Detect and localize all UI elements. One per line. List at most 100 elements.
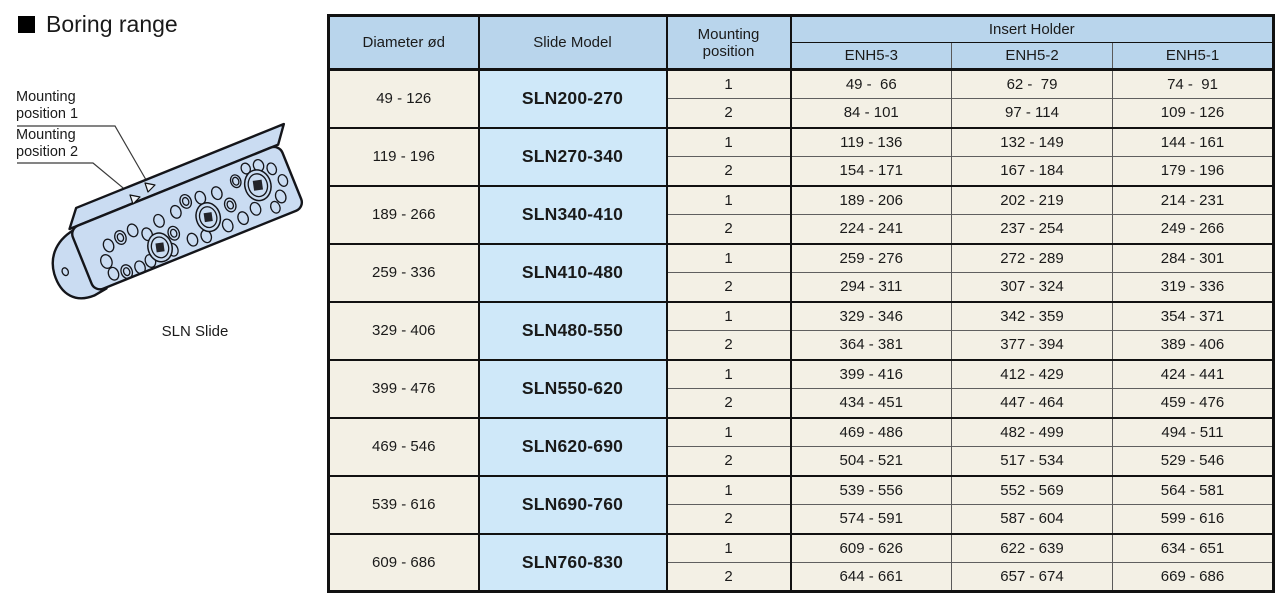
col-header-enh5-3: ENH5-3 bbox=[790, 42, 952, 71]
mounting-position-cell: 1 bbox=[666, 474, 792, 505]
range-cell-enh5-3: 224 - 241 bbox=[790, 214, 952, 244]
table-row: 189 - 266 SLN340-410 1 189 - 206 202 - 219 21… bbox=[328, 184, 1274, 244]
range-cell-enh5-1: 529 - 546 bbox=[1112, 446, 1274, 476]
range-cell-enh5-1: 634 - 651 bbox=[1112, 532, 1274, 563]
diameter-cell: 119 - 196 bbox=[328, 126, 480, 186]
col-header-enh5-1: ENH5-1 bbox=[1112, 42, 1274, 71]
mounting-position-cell: 1 bbox=[666, 532, 792, 563]
col-header-enh5-2: ENH5-2 bbox=[951, 42, 1113, 71]
range-cell-enh5-3: 329 - 346 bbox=[790, 300, 952, 331]
table-row: 119 - 196 SLN270-340 1 119 - 136 132 - 149 14… bbox=[328, 126, 1274, 186]
table-row: 2 84 - 101 97 - 114 109 - 126 bbox=[329, 98, 1274, 128]
range-cell-enh5-3: 49 - 66 bbox=[790, 69, 952, 99]
diameter-cell: 329 - 406 bbox=[328, 300, 480, 360]
mounting-position-cell: 2 bbox=[666, 562, 792, 592]
table-row: 49 - 126 SLN200-270 1 49 - 66 62 - 79 74 - 91 bbox=[328, 69, 1274, 128]
page-title-text: Boring range bbox=[46, 11, 178, 37]
mounting-position-cell: 1 bbox=[666, 242, 792, 273]
table-row: 2 644 - 661 657 - 674 669 - 686 bbox=[329, 562, 1274, 592]
table-row: 2 224 - 241 237 - 254 249 - 266 bbox=[329, 214, 1274, 244]
range-cell-enh5-2: 657 - 674 bbox=[951, 562, 1113, 592]
mounting-position-cell: 1 bbox=[666, 69, 792, 99]
page-title: Boring range bbox=[18, 11, 178, 38]
mounting-position-2-marker bbox=[129, 194, 141, 205]
range-cell-enh5-2: 132 - 149 bbox=[951, 126, 1113, 157]
slide-model-cell: SLN410-480 bbox=[478, 242, 668, 302]
mounting-position-cell: 2 bbox=[666, 446, 792, 476]
table-row: 469 - 546 SLN620-690 1 469 - 486 482 - 499 49… bbox=[328, 416, 1274, 476]
range-cell-enh5-3: 364 - 381 bbox=[790, 330, 952, 360]
table-row: 2 154 - 171 167 - 184 179 - 196 bbox=[329, 156, 1274, 186]
mounting-position-1-label: Mounting position 1 bbox=[16, 89, 79, 122]
range-cell-enh5-3: 469 - 486 bbox=[790, 416, 952, 447]
range-cell-enh5-1: 74 - 91 bbox=[1112, 69, 1274, 99]
range-cell-enh5-3: 609 - 626 bbox=[790, 532, 952, 563]
range-cell-enh5-2: 342 - 359 bbox=[951, 300, 1113, 331]
mounting-position-cell: 2 bbox=[666, 214, 792, 244]
range-cell-enh5-2: 202 - 219 bbox=[951, 184, 1113, 215]
range-cell-enh5-2: 272 - 289 bbox=[951, 242, 1113, 273]
range-cell-enh5-3: 504 - 521 bbox=[790, 446, 952, 476]
boring-range-table-wrap: Diameter ød Slide Model Mounting positio… bbox=[327, 14, 1275, 593]
slide-model-cell: SLN550-620 bbox=[478, 358, 668, 418]
table-row: 259 - 336 SLN410-480 1 259 - 276 272 - 289 28… bbox=[328, 242, 1274, 302]
table-row: 2 434 - 451 447 - 464 459 - 476 bbox=[329, 388, 1274, 418]
mounting-position-cell: 2 bbox=[666, 272, 792, 302]
range-cell-enh5-2: 552 - 569 bbox=[951, 474, 1113, 505]
range-cell-enh5-1: 459 - 476 bbox=[1112, 388, 1274, 418]
range-cell-enh5-2: 167 - 184 bbox=[951, 156, 1113, 186]
range-cell-enh5-2: 97 - 114 bbox=[951, 98, 1113, 128]
range-cell-enh5-1: 669 - 686 bbox=[1112, 562, 1274, 592]
mounting-position-cell: 1 bbox=[666, 358, 792, 389]
sln-slide-illustration bbox=[17, 122, 304, 300]
col-header-slide-model: Slide Model bbox=[478, 15, 668, 71]
section-marker-square bbox=[18, 16, 35, 33]
slide-model-cell: SLN270-340 bbox=[478, 126, 668, 186]
table-row: 2 574 - 591 587 - 604 599 - 616 bbox=[329, 504, 1274, 534]
range-cell-enh5-2: 622 - 639 bbox=[951, 532, 1113, 563]
range-cell-enh5-1: 249 - 266 bbox=[1112, 214, 1274, 244]
range-cell-enh5-1: 389 - 406 bbox=[1112, 330, 1274, 360]
range-cell-enh5-1: 179 - 196 bbox=[1112, 156, 1274, 186]
range-cell-enh5-3: 189 - 206 bbox=[790, 184, 952, 215]
clamp-socket bbox=[243, 169, 272, 202]
leader-line-2 bbox=[17, 162, 135, 198]
clamp-socket bbox=[147, 232, 173, 263]
table-row: 539 - 616 SLN690-760 1 539 - 556 552 - 569 56… bbox=[328, 474, 1274, 534]
mounting-position-cell: 2 bbox=[666, 98, 792, 128]
table-row: 329 - 406 SLN480-550 1 329 - 346 342 - 359 35… bbox=[328, 300, 1274, 360]
mounting-position-cell: 1 bbox=[666, 416, 792, 447]
range-cell-enh5-3: 644 - 661 bbox=[790, 562, 952, 592]
range-cell-enh5-2: 482 - 499 bbox=[951, 416, 1113, 447]
range-cell-enh5-3: 294 - 311 bbox=[790, 272, 952, 302]
clamp-socket bbox=[195, 202, 222, 233]
range-cell-enh5-3: 84 - 101 bbox=[790, 98, 952, 128]
range-cell-enh5-1: 494 - 511 bbox=[1112, 416, 1274, 447]
table-row: 399 - 476 SLN550-620 1 399 - 416 412 - 429 42… bbox=[328, 358, 1274, 418]
diameter-cell: 259 - 336 bbox=[328, 242, 480, 302]
mounting-position-1-marker bbox=[144, 182, 156, 193]
mounting-position-cell: 2 bbox=[666, 388, 792, 418]
table-row: 2 294 - 311 307 - 324 319 - 336 bbox=[329, 272, 1274, 302]
range-cell-enh5-2: 377 - 394 bbox=[951, 330, 1113, 360]
range-cell-enh5-1: 214 - 231 bbox=[1112, 184, 1274, 215]
left-panel: Boring range Mounting position 1 Mountin… bbox=[0, 0, 330, 610]
mounting-position-cell: 1 bbox=[666, 184, 792, 215]
col-header-diameter: Diameter ød bbox=[328, 15, 480, 71]
diameter-cell: 189 - 266 bbox=[328, 184, 480, 244]
slide-model-cell: SLN620-690 bbox=[478, 416, 668, 476]
range-cell-enh5-3: 434 - 451 bbox=[790, 388, 952, 418]
col-header-mounting-position: Mounting position bbox=[666, 15, 792, 71]
range-cell-enh5-1: 284 - 301 bbox=[1112, 242, 1274, 273]
diameter-cell: 399 - 476 bbox=[328, 358, 480, 418]
range-cell-enh5-2: 307 - 324 bbox=[951, 272, 1113, 302]
mounting-position-2-label: Mounting position 2 bbox=[16, 127, 79, 160]
range-cell-enh5-2: 447 - 464 bbox=[951, 388, 1113, 418]
table-row: 2 364 - 381 377 - 394 389 - 406 bbox=[329, 330, 1274, 360]
diameter-cell: 609 - 686 bbox=[328, 532, 480, 592]
mounting-position-cell: 1 bbox=[666, 126, 792, 157]
mounting-position-cell: 2 bbox=[666, 330, 792, 360]
range-cell-enh5-3: 574 - 591 bbox=[790, 504, 952, 534]
range-cell-enh5-1: 599 - 616 bbox=[1112, 504, 1274, 534]
range-cell-enh5-2: 237 - 254 bbox=[951, 214, 1113, 244]
